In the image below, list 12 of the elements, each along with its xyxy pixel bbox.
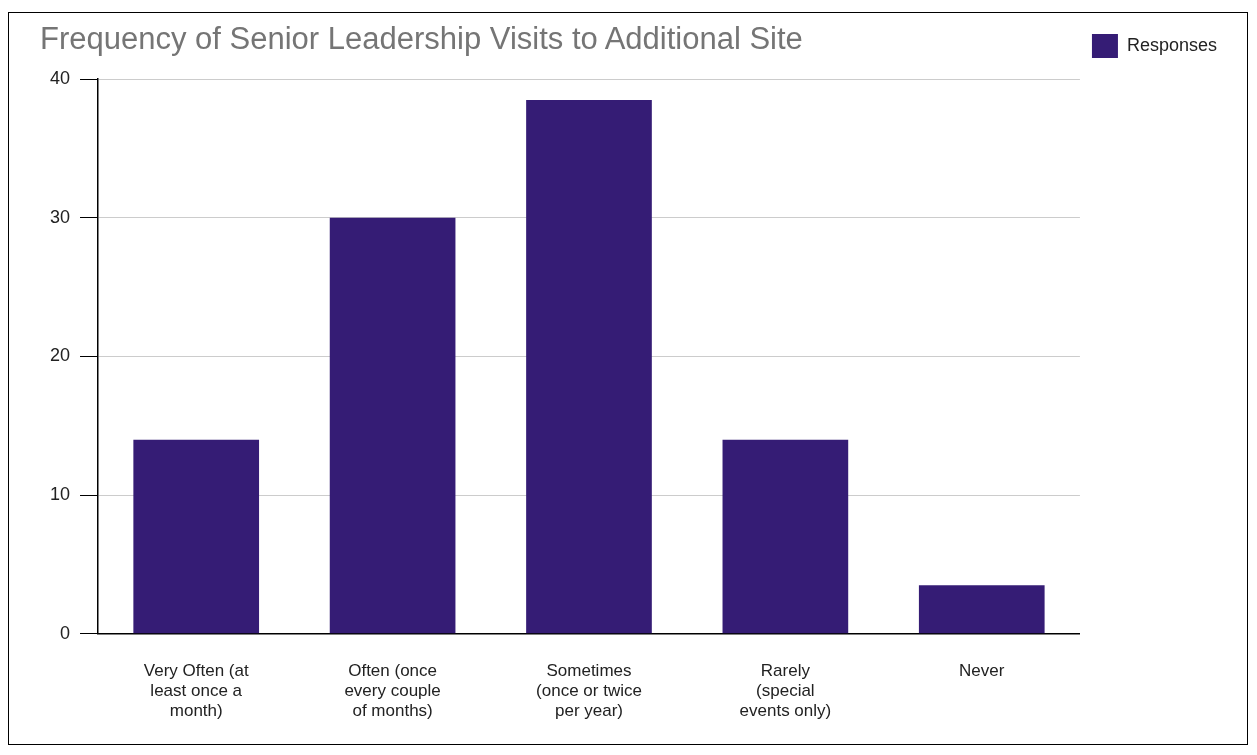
y-tick-label: 20 [49,345,71,366]
x-tick-label: Sometimes (once or twice per year) [536,660,642,721]
y-tick-label: 30 [49,206,71,227]
y-tick-label: 0 [60,622,71,643]
x-tick-label: Very Often (at least once a month) [143,660,249,721]
x-tick-label: Rarely (special events only) [739,660,832,721]
chart-title: Frequency of Senior Leadership Visits to Additional Site [40,21,803,57]
x-tick-label: Never [959,660,1005,680]
legend-label: Responses [1126,34,1218,55]
y-tick-label: 10 [49,484,71,505]
y-tick-label: 40 [49,68,71,89]
x-tick-label: Often (once every couple of months) [344,660,441,721]
